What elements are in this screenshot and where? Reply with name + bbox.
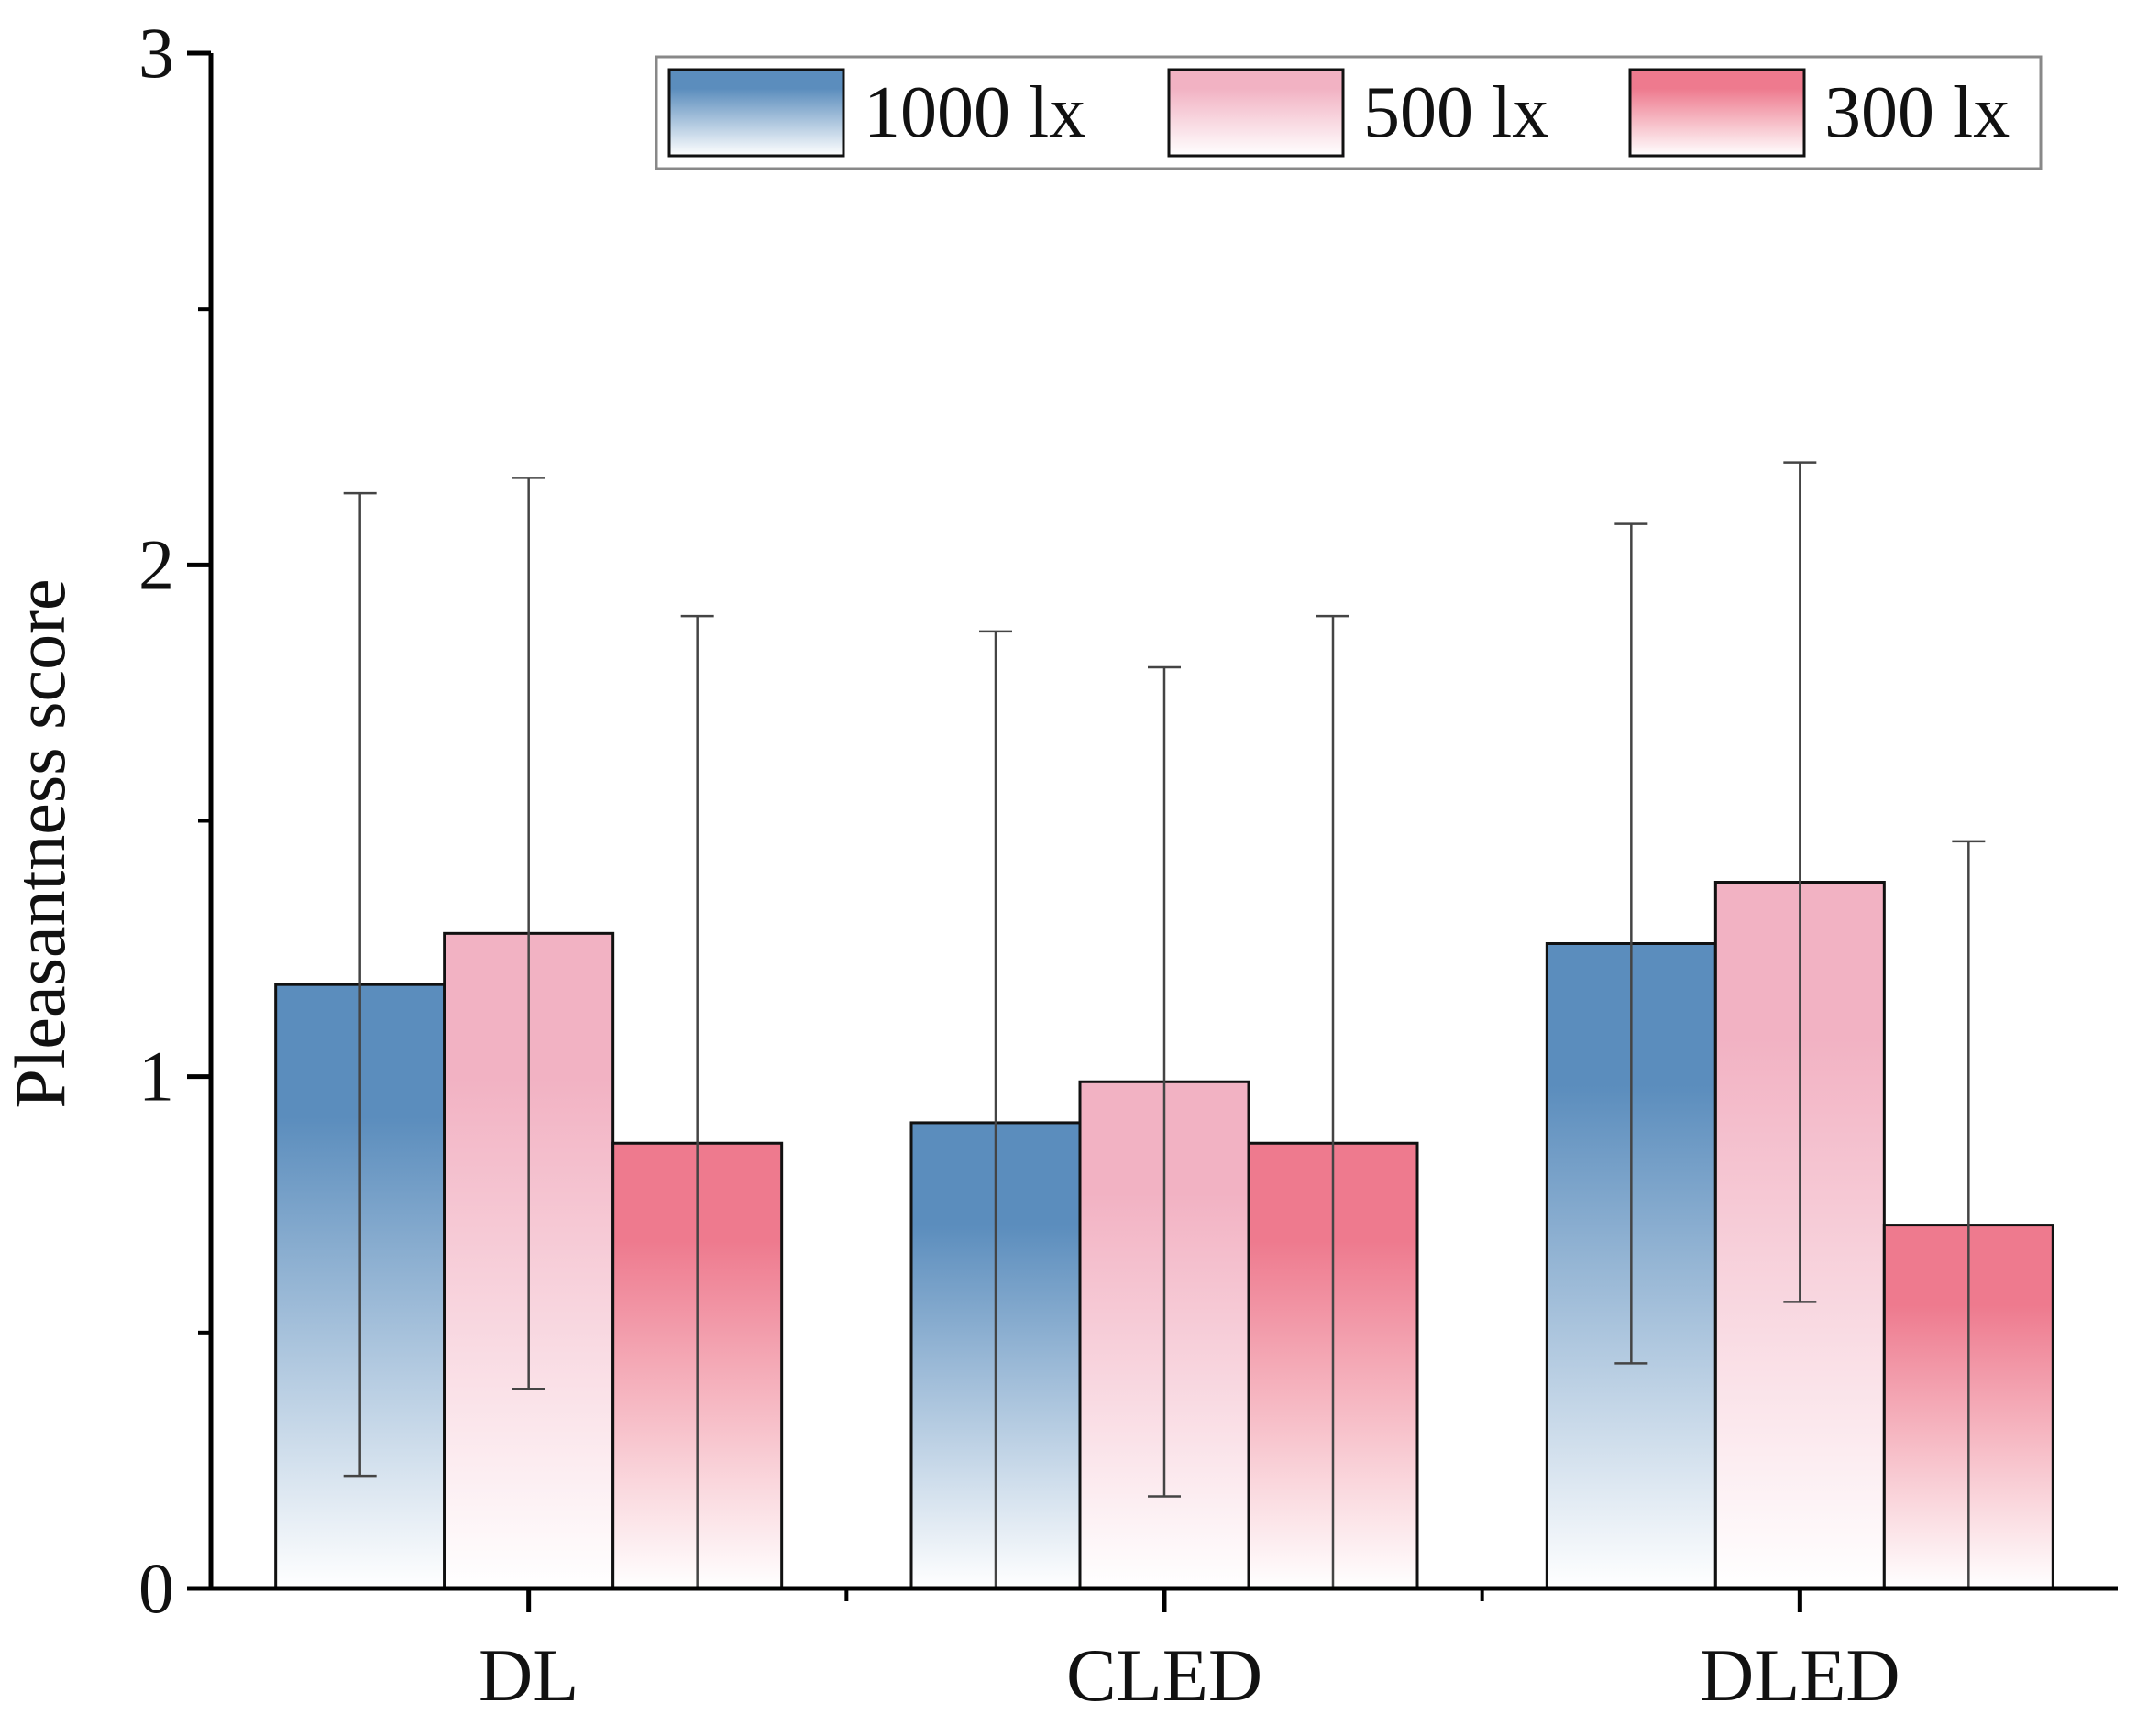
legend-label: 300 lx xyxy=(1824,72,2010,153)
x-tick-label: DLED xyxy=(1700,1633,1900,1717)
legend-swatch xyxy=(667,68,845,158)
y-tick-label: 0 xyxy=(138,1548,174,1628)
legend-frame xyxy=(655,55,2043,170)
y-axis-title: Pleasantness score xyxy=(0,578,80,1108)
x-ticks: DL CLED DLED xyxy=(479,1588,1900,1717)
legend-label: 1000 lx xyxy=(864,72,1085,153)
legend-swatch xyxy=(1628,68,1806,158)
error-bars-layer xyxy=(343,461,1986,1588)
x-tick-label: DL xyxy=(479,1633,578,1717)
y-tick-label: 1 xyxy=(138,1037,174,1116)
legend-swatch xyxy=(1167,68,1345,158)
x-tick-label: CLED xyxy=(1066,1633,1262,1717)
y-tick-label: 3 xyxy=(138,13,174,93)
y-ticks: 0 1 2 3 xyxy=(138,13,211,1628)
legend: 1000 lx 500 lx 300 lx xyxy=(655,55,2043,170)
y-tick-label: 2 xyxy=(138,524,174,604)
legend-items: 1000 lx 500 lx 300 lx xyxy=(667,68,2010,158)
legend-label: 500 lx xyxy=(1363,72,1548,153)
